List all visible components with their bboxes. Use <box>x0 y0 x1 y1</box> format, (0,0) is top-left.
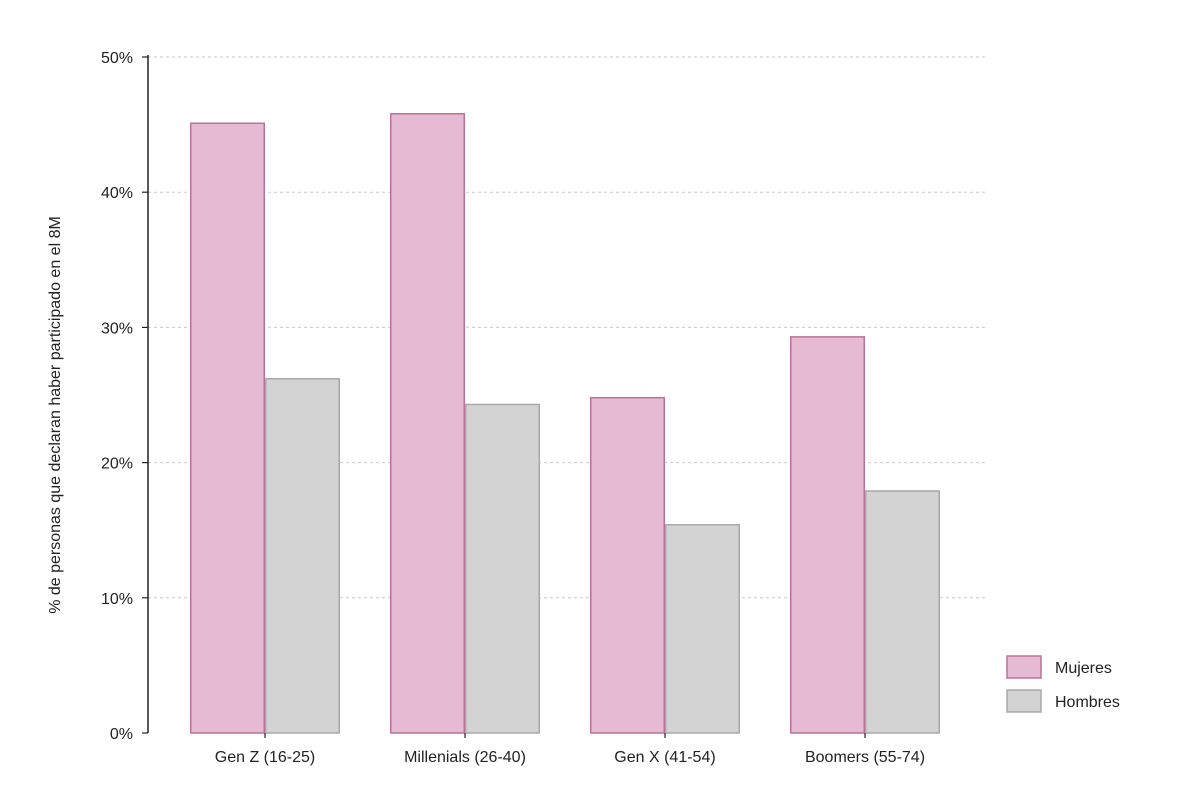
y-tick-label: 40% <box>101 185 133 202</box>
y-tick-label: 50% <box>101 50 133 67</box>
bar-hombres <box>465 403 540 734</box>
x-tick-label: Gen Z (16-25) <box>215 749 315 766</box>
x-tick-label: Millenials (26-40) <box>404 749 526 766</box>
legend-swatch-mujeres <box>1006 655 1042 679</box>
x-axis-tick-labels: Gen Z (16-25) Millenials (26-40) Gen X (41… <box>215 733 925 766</box>
bar-mujeres <box>790 336 865 734</box>
legend-swatch-hombres <box>1006 689 1042 713</box>
y-tick-label: 10% <box>101 591 133 608</box>
bar-mujeres <box>390 113 465 734</box>
legend-label-mujeres: Mujeres <box>1055 660 1112 677</box>
bar-hombres <box>865 490 940 734</box>
x-tick-label: Gen X (41-54) <box>614 749 715 766</box>
y-axis-title: % de personas que declaran haber partici… <box>47 216 64 614</box>
legend-label-hombres: Hombres <box>1055 694 1120 711</box>
bar-mujeres <box>190 122 265 734</box>
bar-hombres <box>265 378 340 734</box>
y-tick-label: 30% <box>101 320 133 337</box>
y-tick-label: 20% <box>101 456 133 473</box>
bars <box>190 113 940 734</box>
legend: Mujeres Hombres <box>1006 655 1120 713</box>
y-axis-ticks: 0% 10% 20% 30% 40% 50% <box>101 50 148 743</box>
y-tick-label: 0% <box>110 726 133 743</box>
bar-hombres <box>665 524 740 734</box>
bar-mujeres <box>590 396 665 734</box>
x-tick-label: Boomers (55-74) <box>805 749 925 766</box>
